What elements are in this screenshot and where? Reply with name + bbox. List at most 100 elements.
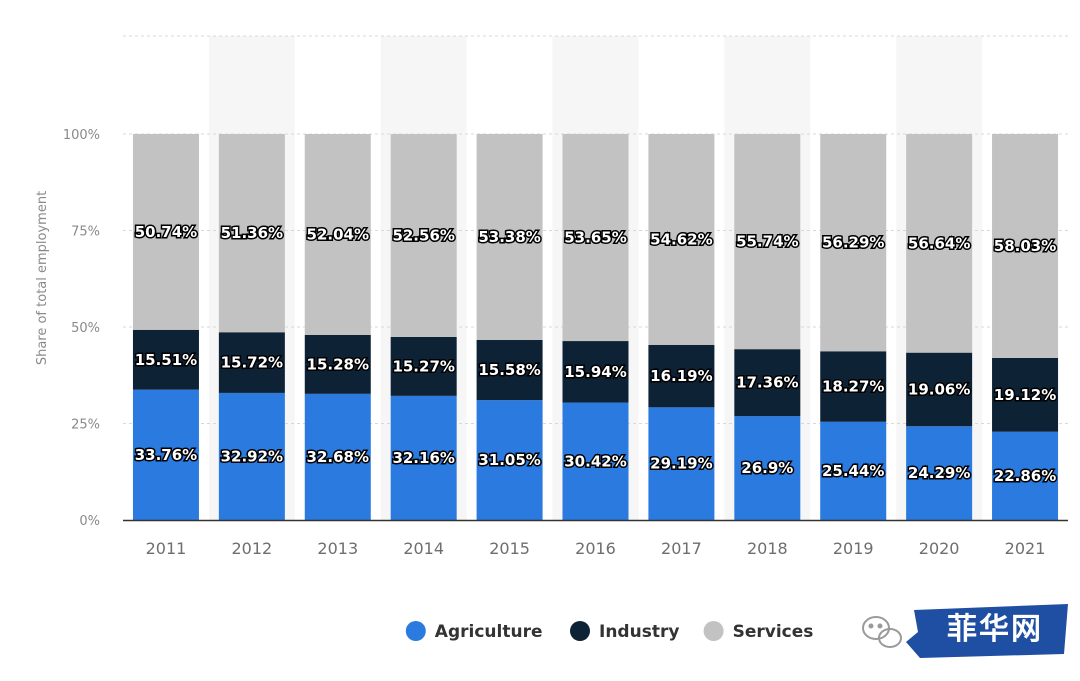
data-label-industry-2011: 15.51% [135,351,197,369]
data-label-industry-2013: 15.28% [307,355,369,373]
x-tick-label: 2018 [747,539,788,558]
bar-agriculture-2011 [132,389,199,520]
data-label-services-2012: 51.36% [221,224,283,242]
data-labels: 33.76% 15.51% 50.74% 32.92% 15.72% 51.36% 32.6… [133,221,1058,486]
data-label-services-2014: 52.56% [392,226,454,244]
y-tick-label: 75% [71,225,100,240]
data-label-services-2017: 54.62% [650,230,712,248]
legend-item-services[interactable]: Services [703,621,814,642]
data-label-agriculture-2017: 29.19% [650,455,712,473]
data-label-industry-2021: 19.12% [994,386,1056,404]
data-label-industry-2015: 15.58% [478,361,540,379]
data-label-agriculture-2013: 32.68% [307,448,369,466]
bar-industry-2011 [132,329,199,390]
bars [132,133,1059,520]
bar-agriculture-2014 [390,395,457,520]
bar-industry-2012 [218,332,285,393]
bar-agriculture-2021 [992,431,1059,520]
x-tick-label: 2019 [833,539,874,558]
axes: 0% 25% 50% 75% 100% 2011 2012 2013 2014 2015 2016 2… [63,128,1068,558]
data-label-agriculture-2020: 24.29% [908,464,970,482]
bar-agriculture-2019 [820,421,887,520]
data-label-agriculture-2021: 22.86% [994,467,1056,485]
legend-marker [703,621,724,641]
data-label-services-2018: 55.74% [736,233,798,251]
legend-label: Agriculture [435,622,543,642]
x-tick-label: 2013 [317,539,358,558]
data-label-industry-2016: 15.94% [564,363,626,381]
bar-services-2017 [648,134,715,345]
x-tick-label: 2016 [575,539,616,558]
data-label-industry-2014: 15.27% [392,357,454,375]
bar-services-2019 [820,134,887,352]
watermark-text: 菲华网 [947,612,1043,647]
data-label-agriculture-2018: 26.9% [741,459,793,477]
x-tick-label: 2011 [146,539,187,558]
data-label-services-2011: 50.74% [135,223,197,241]
legend-item-agriculture[interactable]: Agriculture [405,621,543,642]
y-tick-label: 0% [79,514,100,529]
data-label-services-2015: 53.38% [478,228,540,246]
bar-agriculture-2015 [476,400,543,520]
y-axis-title: Share of total employment [35,191,50,365]
bar-agriculture-2012 [218,392,285,520]
data-label-agriculture-2015: 31.05% [478,451,540,469]
data-label-agriculture-2016: 30.42% [564,452,626,470]
bar-agriculture-2020 [906,426,973,520]
bar-services-2014 [390,134,457,337]
bar-industry-2014 [390,336,457,396]
bar-services-2011 [132,133,199,330]
legend-label: Services [733,622,814,642]
watermark-banner [862,604,1068,658]
banner-shape [906,604,1068,658]
bar-agriculture-2013 [304,393,371,520]
data-label-services-2020: 56.64% [908,234,970,252]
data-label-agriculture-2014: 32.16% [392,449,454,467]
data-label-agriculture-2019: 25.44% [822,462,884,480]
y-tick-label: 25% [71,418,100,433]
data-label-services-2019: 56.29% [822,234,884,252]
bar-services-2015 [476,133,543,341]
data-label-industry-2019: 18.27% [822,378,884,396]
bar-services-2016 [562,133,629,342]
bar-industry-2020 [906,352,973,427]
bar-services-2021 [992,133,1059,358]
legend: Agriculture Industry Services [405,621,814,642]
bar-services-2013 [304,134,371,335]
data-label-services-2016: 53.65% [564,229,626,247]
data-label-industry-2020: 19.06% [908,380,970,398]
bar-industry-2015 [476,340,543,401]
wechat-icon [862,616,902,648]
bar-industry-2013 [304,334,371,394]
data-label-agriculture-2012: 32.92% [221,447,283,465]
legend-label: Industry [599,622,679,642]
data-label-industry-2018: 17.36% [736,374,798,392]
x-tick-label: 2014 [403,539,444,558]
bar-industry-2016 [562,341,629,403]
x-tick-label: 2021 [1005,539,1046,558]
data-label-services-2013: 52.04% [307,225,369,243]
data-label-industry-2017: 16.19% [650,367,712,385]
y-tick-label: 100% [63,128,100,143]
bar-industry-2021 [992,357,1059,432]
y-tick-label: 50% [71,321,100,336]
legend-item-industry[interactable]: Industry [570,621,679,642]
data-label-industry-2012: 15.72% [221,354,283,372]
x-tick-label: 2017 [661,539,702,558]
bar-services-2012 [218,134,285,333]
bar-industry-2019 [820,351,887,422]
data-label-services-2021: 58.03% [994,237,1056,255]
legend-marker [405,621,426,641]
bar-agriculture-2018 [734,416,801,520]
x-tick-label: 2012 [232,539,273,558]
bar-agriculture-2016 [562,402,629,520]
x-tick-label: 2015 [489,539,530,558]
x-tick-label: 2020 [919,539,960,558]
bar-services-2020 [906,134,973,353]
bar-industry-2018 [734,349,801,417]
legend-marker [570,621,590,641]
bar-industry-2017 [648,344,715,408]
bar-agriculture-2017 [648,407,715,520]
bar-services-2018 [734,134,801,350]
